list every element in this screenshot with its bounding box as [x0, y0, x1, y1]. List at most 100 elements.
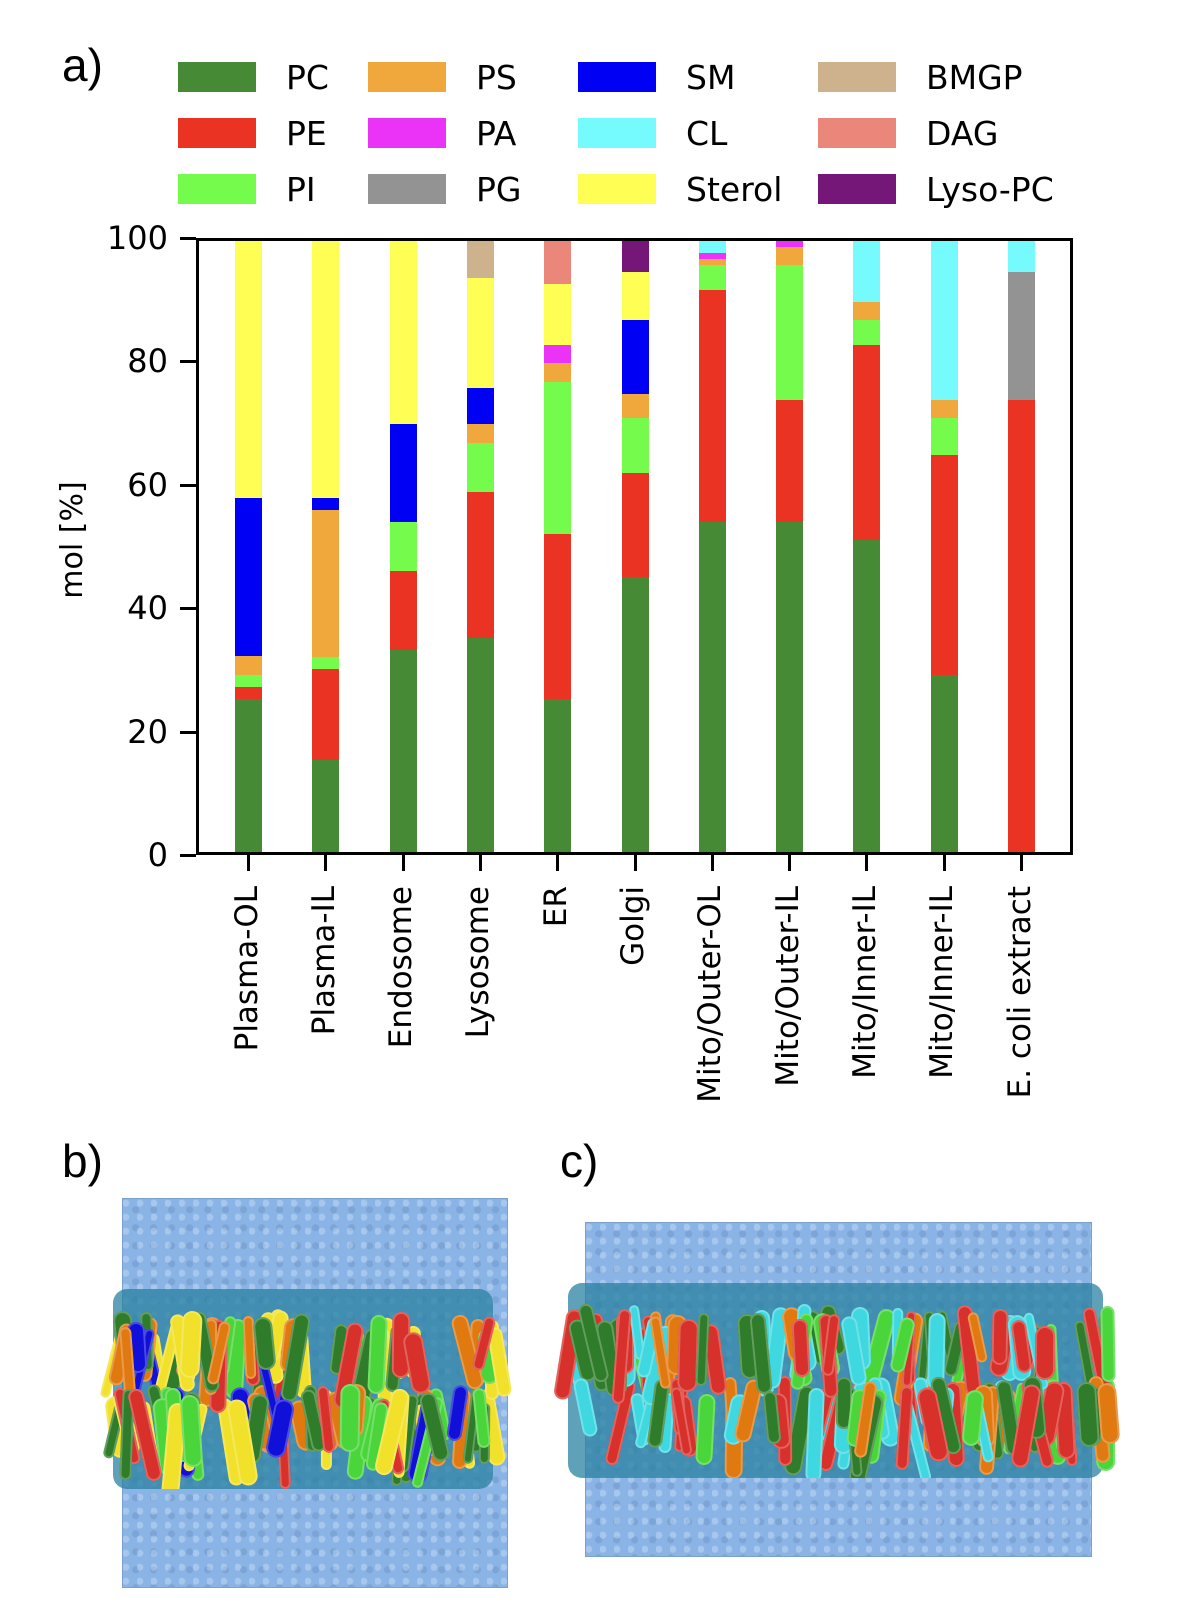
- legend-swatch: [178, 62, 256, 92]
- lipid-bilayer-c: [548, 1283, 1123, 1478]
- x-tick: [942, 855, 946, 871]
- bar-segment-cl: [698, 241, 726, 254]
- bar-segment-sm: [466, 387, 494, 425]
- lipid-molecule: [179, 1310, 203, 1379]
- bar-endosome: [389, 241, 417, 852]
- bar-segment-pe: [544, 534, 572, 700]
- bar-mito-inner-il: [930, 241, 958, 852]
- bar-segment-cl: [853, 241, 881, 303]
- bar-segment-ps: [312, 509, 340, 657]
- lipid-molecule: [1099, 1305, 1116, 1382]
- bar-segment-bmgp: [466, 241, 494, 278]
- y-tick: [180, 360, 196, 364]
- y-tick-label: 60: [127, 465, 168, 504]
- bar-segment-sm: [235, 497, 262, 657]
- x-tick: [324, 855, 328, 871]
- bar-segment-sterol: [466, 277, 494, 388]
- x-tick-label: Plasma-OL: [228, 886, 265, 1052]
- panel-label-c: c): [560, 1135, 599, 1187]
- bar-segment-ps: [776, 247, 804, 266]
- lipid-molecule: [991, 1308, 1009, 1365]
- bar-segment-pe: [466, 491, 494, 639]
- bar-segment-pe: [621, 473, 649, 578]
- legend-swatch: [818, 118, 896, 148]
- legend-swatch: [818, 62, 896, 92]
- legend-label: Sterol: [686, 169, 783, 209]
- x-tick: [556, 855, 560, 871]
- x-tick: [478, 855, 482, 871]
- lipid-molecule: [1075, 1381, 1100, 1448]
- bar-er: [544, 241, 572, 852]
- bar-segment-sterol: [389, 241, 417, 425]
- bar-segment-pi: [698, 265, 726, 290]
- panel-label-a: a): [62, 39, 103, 91]
- legend-label: PE: [286, 113, 327, 153]
- bar-segment-pc: [466, 638, 494, 852]
- bar-segment-lyso-pc: [621, 241, 649, 272]
- bar-segment-pe: [1008, 399, 1035, 852]
- bar-mito-inner-il: [853, 241, 881, 852]
- legend-swatch: [578, 62, 656, 92]
- bar-segment-pi: [466, 442, 494, 492]
- y-tick-label: 20: [127, 712, 168, 751]
- bar-segment-pa: [698, 253, 726, 260]
- bar-segment-pe: [389, 570, 417, 651]
- x-tick: [401, 855, 405, 871]
- stacked-bar-plot: [196, 238, 1073, 855]
- legend-swatch: [178, 118, 256, 148]
- bar-segment-dag: [544, 241, 572, 284]
- legend-item-ps: PS: [368, 58, 517, 97]
- x-tick: [1020, 855, 1023, 871]
- x-tick: [710, 855, 714, 871]
- bar-segment-pa: [544, 344, 572, 364]
- bar-segment-ps: [853, 302, 881, 321]
- x-tick-label: Endosome: [383, 886, 420, 1049]
- y-tick-label: 0: [147, 836, 168, 874]
- bar-segment-pc: [621, 577, 649, 852]
- chart-legend: PC PE PI PS PA PG SM CL Sterol BMGP DAG Lyso-PC: [178, 58, 1078, 218]
- y-tick-label: 40: [127, 589, 168, 628]
- legend-item-sterol: Sterol: [578, 169, 783, 209]
- bar-segment-pg: [1008, 271, 1035, 400]
- bar-e-coli-extract: [1008, 241, 1035, 852]
- x-tick-label: Plasma-IL: [305, 886, 342, 1036]
- bar-segment-sm: [312, 497, 340, 510]
- bar-segment-pc: [389, 650, 417, 852]
- bar-segment-sterol: [621, 271, 649, 321]
- bar-segment-pa: [776, 241, 804, 248]
- bar-mito-outer-il: [776, 241, 804, 852]
- legend-item-pc: PC: [178, 58, 329, 97]
- bar-golgi: [621, 241, 649, 852]
- bar-segment-pi: [544, 381, 572, 535]
- bar-segment-pc: [312, 760, 340, 852]
- bar-segment-pe: [776, 399, 804, 523]
- x-tick: [788, 855, 792, 871]
- lipid-molecule: [1096, 1382, 1121, 1445]
- x-tick-label: Lysosome: [460, 886, 497, 1039]
- x-tick: [247, 855, 250, 871]
- bar-segment-pi: [235, 674, 262, 688]
- bar-segment-ps: [235, 656, 262, 675]
- legend-label: Lyso-PC: [926, 169, 1054, 209]
- bar-segment-pi: [930, 418, 958, 455]
- bar-segment-pc: [930, 674, 958, 852]
- bar-segment-pe: [235, 687, 262, 700]
- bar-segment-cl: [930, 241, 958, 400]
- x-tick-label: Mito/Inner-IL: [846, 886, 883, 1079]
- legend-swatch: [578, 174, 656, 204]
- bar-segment-ps: [466, 424, 494, 443]
- bar-segment-pe: [698, 289, 726, 523]
- legend-item-lyso-pc: Lyso-PC: [818, 169, 1054, 209]
- legend-item-pg: PG: [368, 170, 521, 209]
- legend-label: PA: [476, 113, 517, 153]
- bar-segment-ps: [544, 363, 572, 382]
- bar-segment-ps: [621, 393, 649, 419]
- bar-segment-ps: [930, 399, 958, 419]
- bar-segment-pe: [853, 344, 881, 541]
- membrane-snapshot-b: [99, 1198, 513, 1588]
- bar-segment-sterol: [312, 241, 340, 498]
- y-axis-label: mol [%]: [55, 481, 90, 599]
- legend-swatch: [818, 174, 896, 204]
- x-tick-label: E. coli extract: [1001, 886, 1038, 1099]
- bar-plasma-ol: [235, 241, 262, 852]
